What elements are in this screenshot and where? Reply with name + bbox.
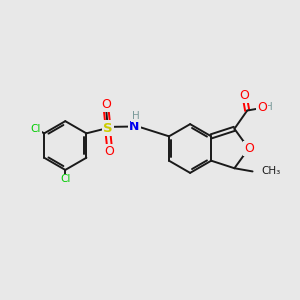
Text: O: O [244, 142, 254, 155]
Text: O: O [257, 101, 267, 114]
Text: CH₃: CH₃ [261, 167, 280, 176]
Text: H: H [132, 111, 140, 121]
Text: O: O [240, 89, 250, 102]
Text: Cl: Cl [31, 124, 41, 134]
Text: O: O [101, 98, 111, 111]
Text: O: O [104, 145, 114, 158]
Text: N: N [129, 120, 140, 133]
Text: Cl: Cl [60, 174, 70, 184]
Text: S: S [103, 122, 112, 134]
Text: H: H [265, 102, 273, 112]
